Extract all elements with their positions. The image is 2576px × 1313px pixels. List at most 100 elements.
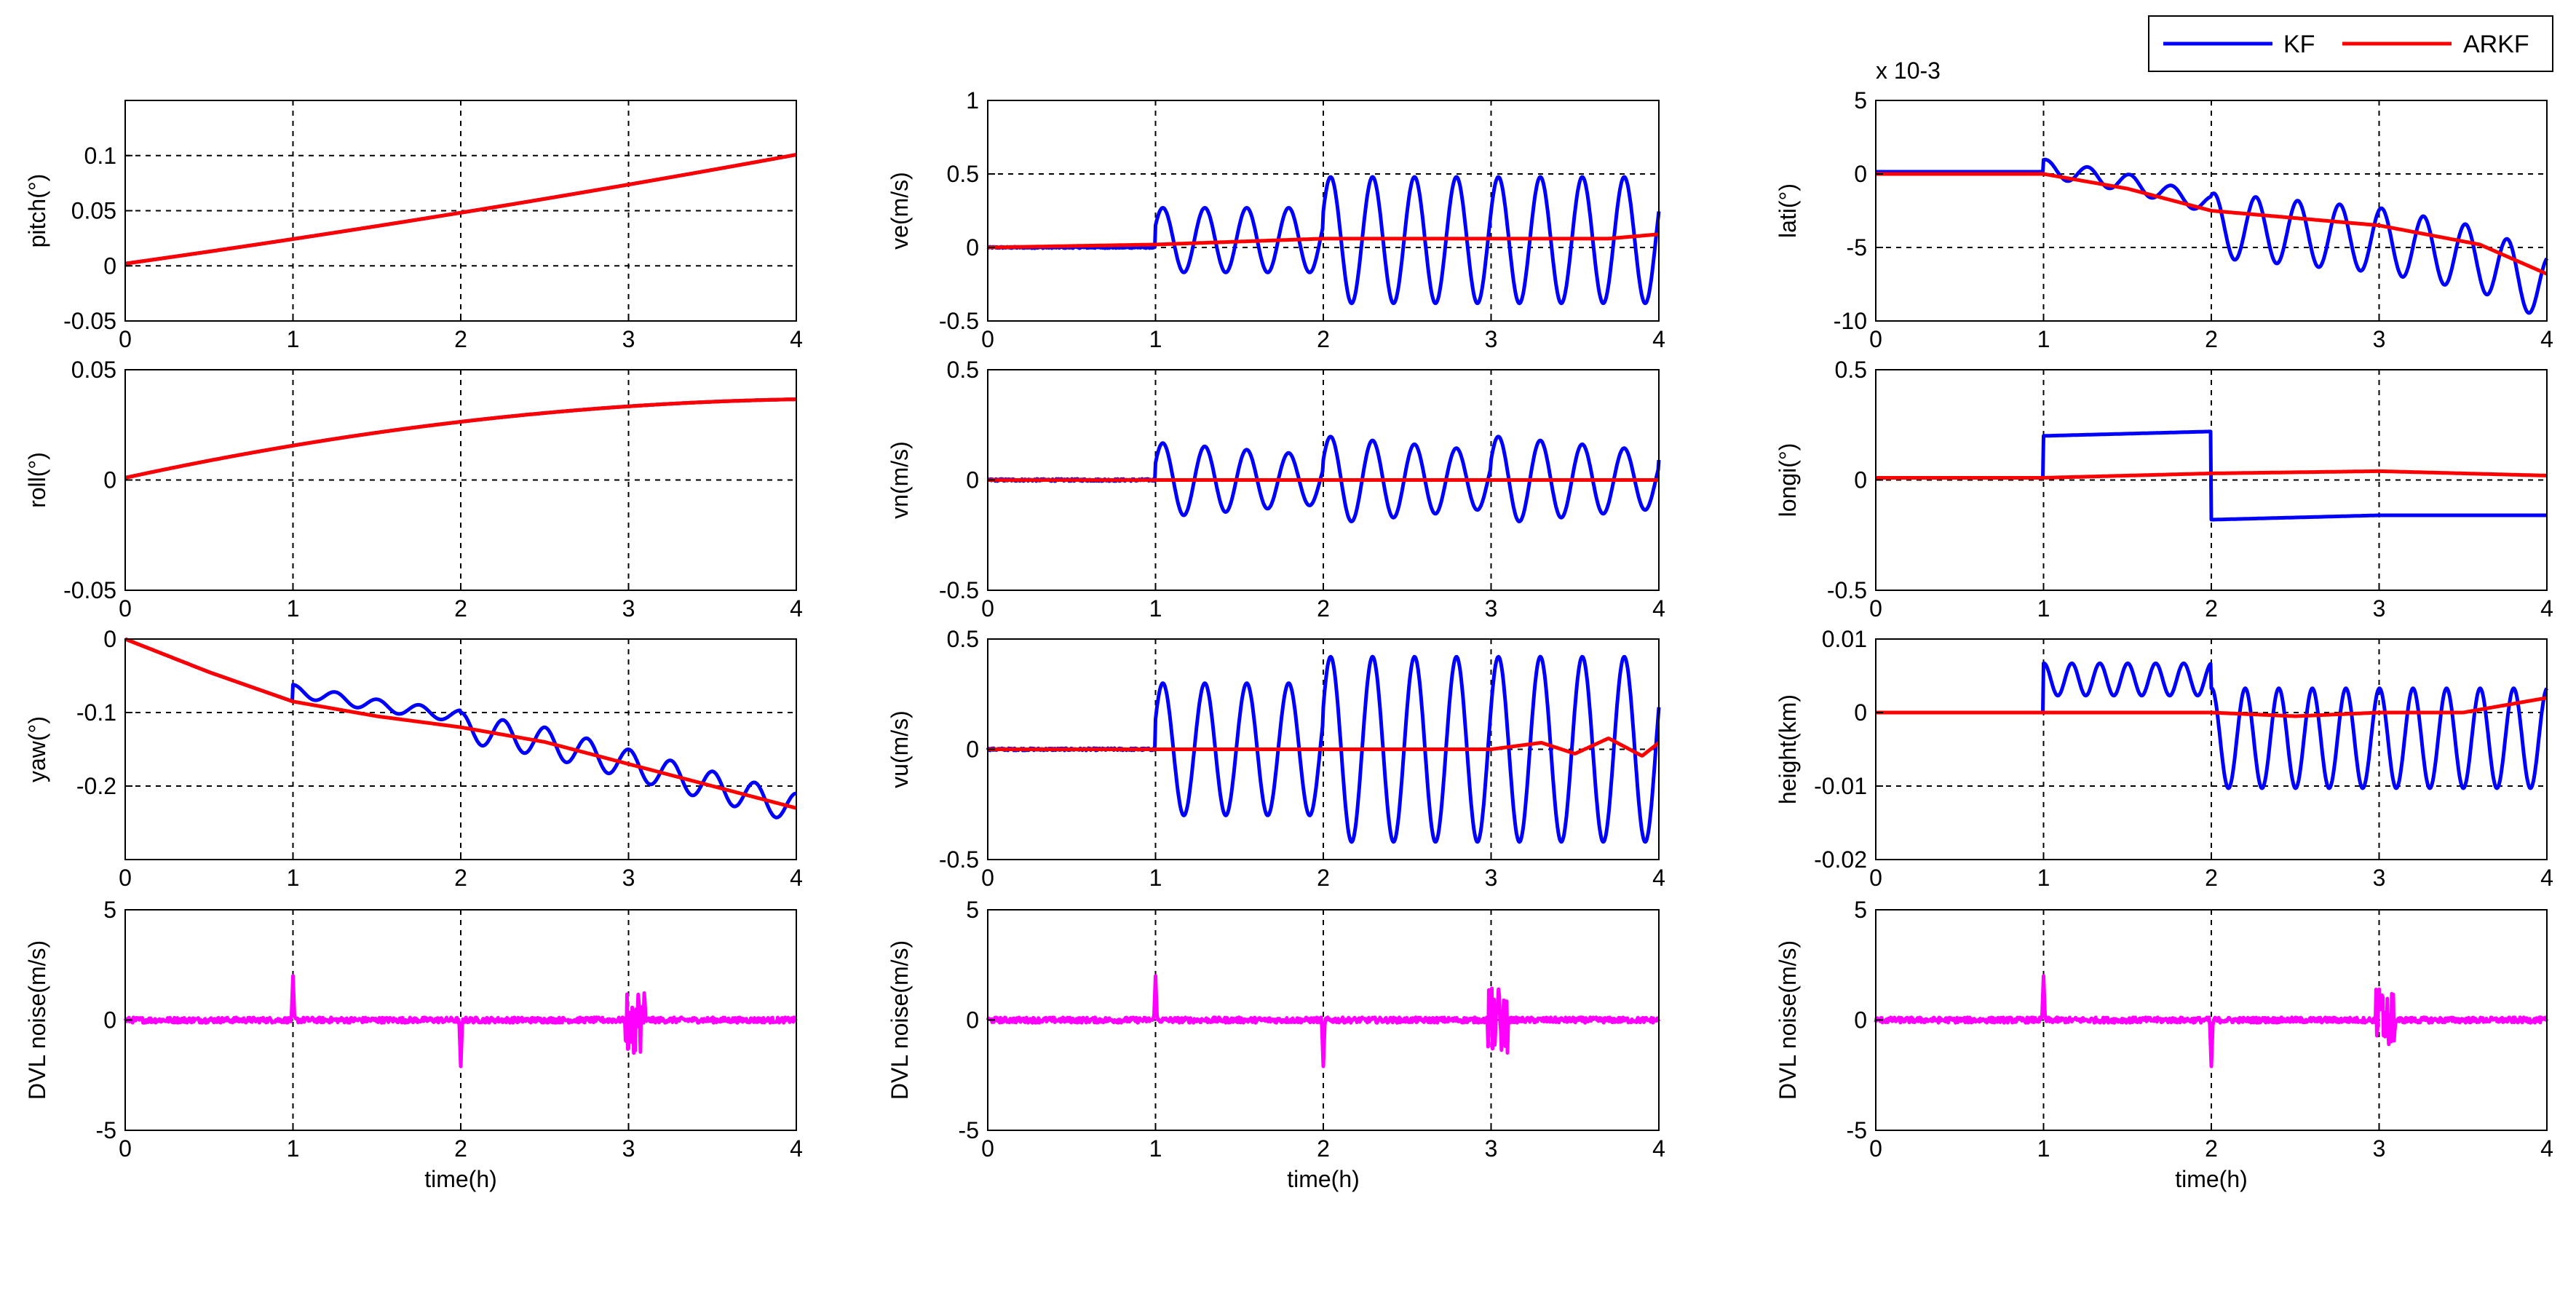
y-tick-label: 0: [966, 467, 979, 493]
x-tick-label: 2: [454, 1135, 467, 1162]
y-tick-label: 0.01: [1822, 626, 1867, 652]
y-tick-label: 0.5: [947, 626, 979, 652]
x-tick-label: 0: [119, 326, 132, 352]
x-tick-label: 4: [1652, 595, 1665, 622]
x-tick-label: 3: [2373, 326, 2386, 352]
legend-kf-label: KF: [2283, 31, 2315, 58]
x-tick-label: 2: [454, 595, 467, 622]
y-tick-label: 0: [966, 234, 979, 261]
y-tick-label: 0: [966, 737, 979, 763]
x-tick-label: 2: [2205, 326, 2218, 352]
x-tick-label: 0: [119, 595, 132, 622]
x-tick-label: 3: [622, 1135, 635, 1162]
y-tick-label: 0: [966, 1007, 979, 1034]
y-tick-label: -5: [1847, 234, 1867, 261]
x-tick-label: 1: [1149, 865, 1162, 891]
y-tick-label: 0: [1854, 1007, 1867, 1034]
grid: [988, 910, 1659, 1130]
series-arkf: [124, 153, 798, 266]
grid: [1876, 910, 2547, 1130]
y-axis-label: yaw(°): [24, 716, 50, 782]
x-tick-label: 1: [2037, 1135, 2050, 1162]
y-tick-label: 5: [966, 897, 979, 923]
x-tick-label: 1: [1149, 326, 1162, 352]
y-tick-label: -0.5: [939, 308, 979, 334]
y-tick-label: -5: [1847, 1117, 1867, 1143]
axis-exponent-label: x 10-3: [1876, 57, 1941, 84]
series-arkf: [1874, 469, 2548, 480]
y-tick-label: 0.1: [84, 143, 116, 169]
x-tick-label: 4: [2540, 326, 2553, 352]
x-tick-label: 2: [1317, 865, 1330, 891]
grid: [125, 100, 796, 321]
x-tick-label: 3: [1485, 326, 1498, 352]
y-tick-label: -0.5: [939, 577, 979, 603]
y-tick-label: 0: [103, 1007, 116, 1034]
y-axis-label: pitch(°): [24, 174, 50, 248]
x-tick-label: 4: [790, 326, 803, 352]
x-tick-label: 0: [119, 865, 132, 891]
series-dvl-noise: [123, 974, 798, 1068]
y-axis-label: DVL noise(m/s): [887, 940, 913, 1100]
subplot-yaw: 0 1 2 3 4 -0.2 -0.1 0 yaw(°): [24, 626, 803, 891]
subplot-height: 0 1 2 3 4 -0.02 -0.01 0 0.01 height(km): [1775, 626, 2553, 891]
y-axis-label: roll(°): [24, 452, 50, 508]
legend: KF ARKF: [2148, 15, 2553, 72]
y-tick-label: 5: [103, 897, 116, 923]
y-tick-label: 0: [1854, 699, 1867, 726]
series-arkf: [1874, 696, 2548, 718]
grid: [988, 100, 1659, 321]
x-tick-label: 3: [1485, 595, 1498, 622]
x-tick-label: 0: [981, 595, 994, 622]
y-tick-label: -0.5: [939, 846, 979, 873]
x-tick-label: 4: [1652, 1135, 1665, 1162]
x-axis-label: time(h): [2175, 1166, 2248, 1192]
x-tick-label: 0: [1869, 326, 1882, 352]
x-tick-label: 4: [790, 865, 803, 891]
y-tick-label: -0.5: [1827, 577, 1867, 603]
y-tick-label: 0.5: [947, 357, 979, 383]
legend-arkf-label: ARKF: [2463, 31, 2529, 58]
y-tick-label: -0.1: [76, 699, 116, 726]
y-tick-label: -10: [1834, 308, 1867, 334]
y-axis-label: ve(m/s): [887, 172, 913, 250]
x-tick-label: 0: [981, 1135, 994, 1162]
x-tick-label: 2: [454, 326, 467, 352]
y-tick-label: 5: [1854, 87, 1867, 114]
x-tick-label: 1: [2037, 326, 2050, 352]
x-tick-label: 2: [1317, 595, 1330, 622]
y-tick-label: -0.05: [63, 308, 116, 334]
series-arkf: [124, 397, 798, 480]
y-tick-label: 0: [103, 253, 116, 279]
x-tick-label: 1: [287, 326, 300, 352]
series-arkf: [986, 232, 1660, 250]
x-tick-label: 4: [790, 1135, 803, 1162]
x-tick-label: 0: [119, 1135, 132, 1162]
x-tick-label: 2: [2205, 1135, 2218, 1162]
x-tick-label: 2: [454, 865, 467, 891]
series-kf: [1874, 157, 2549, 315]
x-tick-label: 3: [2373, 865, 2386, 891]
y-tick-label: -0.01: [1814, 773, 1867, 799]
x-tick-label: 0: [1869, 1135, 1882, 1162]
series-dvl-noise: [986, 974, 1661, 1068]
grid: [988, 370, 1659, 590]
grid: [125, 910, 796, 1130]
series-dvl-noise: [1874, 974, 2549, 1068]
x-tick-label: 3: [2373, 595, 2386, 622]
grid: [1876, 370, 2547, 590]
series-arkf: [1874, 172, 2548, 276]
x-tick-label: 4: [1652, 865, 1665, 891]
x-tick-label: 1: [287, 1135, 300, 1162]
y-axis-label: DVL noise(m/s): [24, 940, 50, 1100]
y-axis-label: DVL noise(m/s): [1775, 940, 1801, 1100]
subplot-lati: 0 1 2 3 4 -10 -5 0 5 lati(°) x 10-3: [1775, 57, 2553, 352]
x-tick-label: 3: [1485, 1135, 1498, 1162]
x-tick-label: 3: [622, 595, 635, 622]
x-tick-label: 0: [1869, 595, 1882, 622]
y-tick-label: 0: [1854, 161, 1867, 187]
y-axis-label: vn(m/s): [887, 441, 913, 519]
